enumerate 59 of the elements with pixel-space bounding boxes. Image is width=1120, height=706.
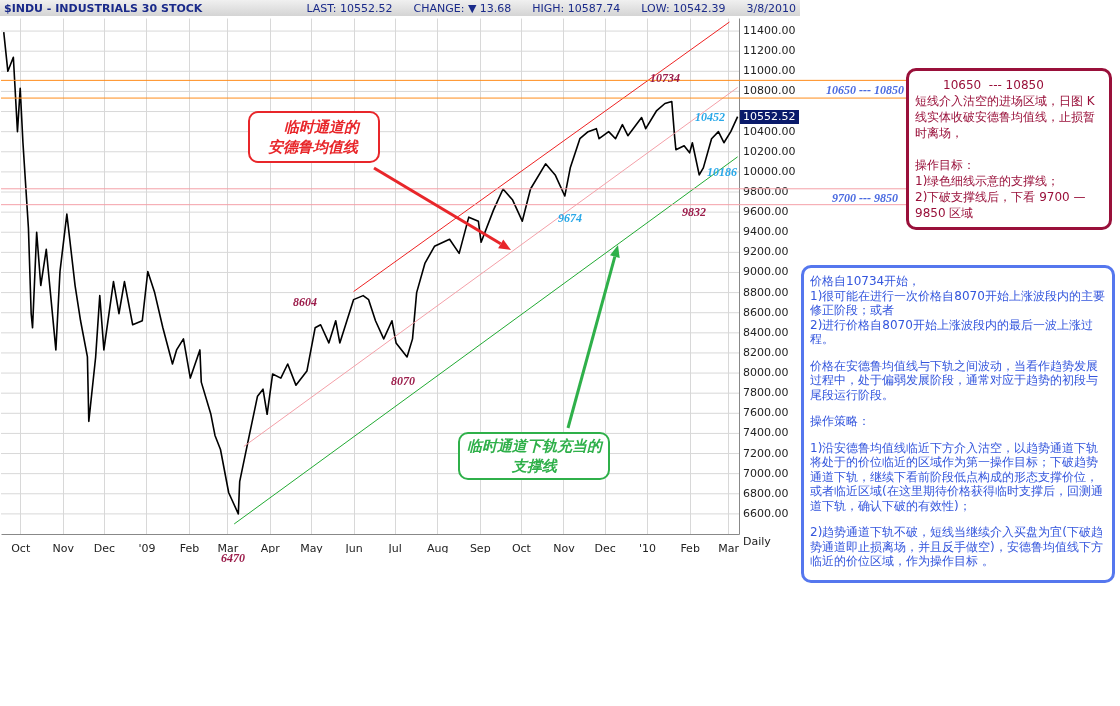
- y-tick-label: 7000.00: [743, 466, 789, 480]
- x-tick-label: Feb: [680, 541, 700, 555]
- x-tick-label: Aug: [426, 541, 449, 555]
- text: 10552.52: [740, 110, 799, 124]
- y-tick-label: 8600.00: [743, 305, 789, 319]
- y-tick-label: 9000.00: [743, 265, 789, 279]
- y-tick-label: 7600.00: [743, 406, 789, 420]
- x-tick-label: Nov: [52, 541, 75, 555]
- y-tick-label: 11200.00: [743, 44, 796, 58]
- y-tick-label: 9200.00: [743, 245, 789, 259]
- y-tick-label: 10000.00: [743, 164, 796, 178]
- line-series: [2, 31, 739, 515]
- x-tick-label: Oct: [511, 541, 532, 555]
- x-tick-label: Dec: [93, 541, 116, 555]
- callout-box: 临时通道的安德鲁均值线: [248, 111, 380, 163]
- y-tick-label: 8800.00: [743, 285, 789, 299]
- annotation: 8070: [391, 374, 415, 388]
- y-tick-label: 11000.00: [743, 64, 796, 78]
- y-tick-label: 9600.00: [743, 205, 789, 219]
- y-tick-label: 10200.00: [743, 144, 796, 158]
- y-tick-label: 11400.00: [743, 24, 796, 38]
- x-tick-label: Feb: [179, 541, 200, 555]
- x-tick-label: Jul: [387, 541, 402, 555]
- text: 10650 --- 10850: [826, 83, 904, 97]
- chart-subtitle: LAST: 10552.52 CHANGE: ▼ 13.68 HIGH: 10587.74 LOW: 10542.39 3/8/2010: [306, 1, 796, 15]
- y-tick-label: 9400.00: [743, 225, 789, 239]
- x-tick-label: May: [300, 541, 324, 555]
- chart-title: $INDU - INDUSTRIALS 30 STOCK: [4, 1, 203, 15]
- annotation: 8604: [293, 295, 317, 309]
- annotation: 临时通道下轨充当的支撑线: [465, 436, 604, 476]
- x-tick-label: '10: [639, 541, 657, 555]
- text: 9700 --- 9850: [832, 191, 898, 205]
- x-tick-label: '09: [138, 541, 156, 555]
- y-tick-label: 7400.00: [743, 426, 789, 440]
- y-tick-label: 9800.00: [743, 185, 789, 199]
- callout-box: 临时通道下轨充当的支撑线: [458, 432, 610, 480]
- y-tick-label: 7200.00: [743, 446, 789, 460]
- x-tick-label: Dec: [594, 541, 616, 555]
- y-tick-label: 10800.00: [743, 84, 796, 98]
- x-tick-label: Oct: [11, 541, 31, 555]
- annotation: 临时通道的安德鲁均值线: [268, 117, 360, 157]
- text-box: 价格自10734开始， 1)很可能在进行一次价格自8070开始上涨波段内的主要修正阶段；或者 2)进行价格自8070开始上涨波段内的最后一波上涨过程。 价格在安德鲁均值线与下轨之间波动，当看作趋势发展过程中，处于偏弱发展阶段，通常对应于趋势的初段与尾段运行阶段。 操作策略： 1)沿安德鲁均值线临近下方介入沽空，以趋势通道下轨将处于的价位临近的区域作为第一操作目标；下破趋势通道下轨，继续下看前阶段低点构成的形态支撑价位，或者临近区域(在这里期待价格获得临时支撑后，回测通道下轨，确认下破的有效性)； 2)趋势通道下轨不破，短线当继续介入买盘为宜(下破趋势通道即止损离场，并且反手做空)，安德鲁均值线下方临近的价位区域，作为操作目标 。: [801, 265, 1115, 583]
- annotation: 9832: [682, 205, 706, 219]
- text-box: 10650 --- 10850 短线介入沽空的进场区域，日图 K 线实体收破安德鲁均值线，止损暂时离场， 操作目标： 1)绿色细线示意的支撑线； 2)下破支撑线后，下看 9700 — 9850 区域: [906, 68, 1112, 230]
- x-tick-label: Sep: [469, 541, 491, 555]
- annotation: 10452: [695, 110, 725, 124]
- y-tick-label: 6600.00: [743, 506, 789, 520]
- y-tick-label: 7800.00: [743, 386, 789, 400]
- annotation: 9674: [558, 211, 582, 225]
- y-tick-label: 8000.00: [743, 366, 789, 380]
- y-tick-label: 8200.00: [743, 345, 789, 359]
- x-tick-label: Apr: [260, 541, 281, 555]
- x-tick-label: Mar: [718, 541, 740, 555]
- x-tick-label: Nov: [553, 541, 576, 555]
- y-tick-label: 8400.00: [743, 325, 789, 339]
- y-tick-label: 10400.00: [743, 124, 796, 138]
- text: Daily: [743, 535, 771, 548]
- x-tick-label: Jun: [344, 541, 363, 555]
- y-tick-label: 6800.00: [743, 486, 789, 500]
